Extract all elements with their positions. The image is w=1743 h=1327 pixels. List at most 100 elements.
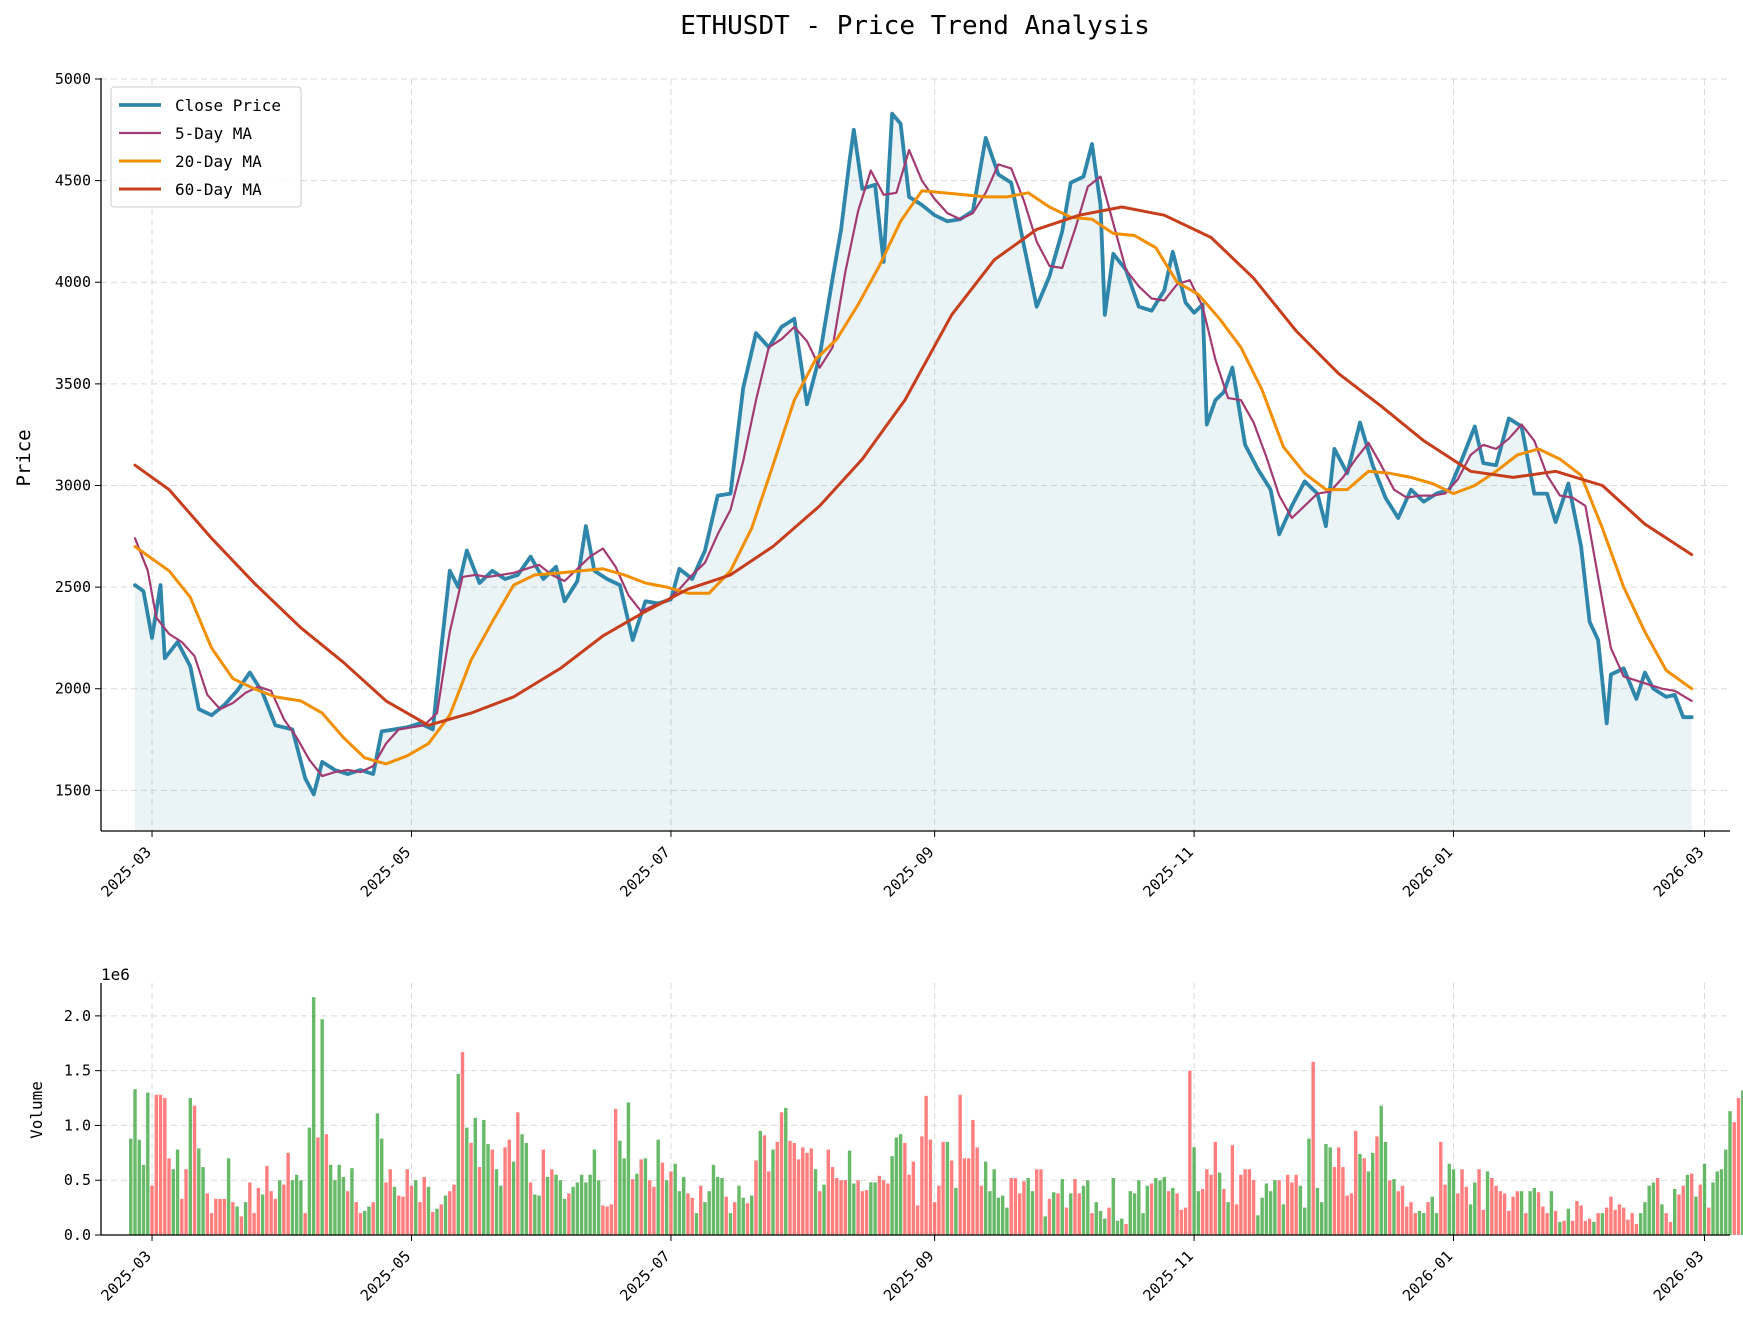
- volume-bar: [1668, 1221, 1673, 1235]
- volume-bar: [1166, 1191, 1171, 1235]
- volume-bar: [1086, 1180, 1090, 1235]
- volume-bar: [818, 1191, 822, 1235]
- volume-bar: [775, 1141, 779, 1235]
- legend-label-20-day-ma: 20-Day MA: [175, 152, 262, 171]
- volume-bar: [928, 1139, 933, 1235]
- volume-bar: [290, 1180, 295, 1235]
- volume-bar: [941, 1141, 945, 1235]
- volume-bar: [601, 1205, 605, 1235]
- volume-bar: [626, 1102, 631, 1235]
- volume-bar: [847, 1150, 852, 1235]
- volume-bar: [1013, 1178, 1018, 1235]
- volume-bar: [197, 1148, 201, 1235]
- volume-bar: [826, 1149, 831, 1235]
- volume-bar: [852, 1183, 856, 1235]
- volume-bar: [1154, 1178, 1158, 1235]
- volume-bar: [209, 1213, 214, 1235]
- volume-bar: [1592, 1221, 1596, 1235]
- volume-bar: [1677, 1194, 1681, 1235]
- volume-bar: [231, 1202, 235, 1235]
- volume-bar: [1545, 1213, 1549, 1235]
- volume-bar: [345, 1191, 350, 1235]
- volume-bar: [1056, 1193, 1060, 1235]
- volume-bar: [1090, 1213, 1094, 1235]
- volume-bar: [588, 1174, 592, 1235]
- price-ytick-label: 1500: [55, 781, 91, 799]
- volume-bar: [1405, 1206, 1409, 1235]
- volume-bar: [405, 1169, 409, 1235]
- volume-bar: [1443, 1184, 1447, 1235]
- volume-bar: [1477, 1169, 1481, 1235]
- volume-bar: [1183, 1207, 1188, 1235]
- volume-bar: [1409, 1202, 1413, 1235]
- volume-bar: [643, 1158, 648, 1235]
- volume-bar: [647, 1180, 652, 1235]
- volume-bar: [188, 1098, 193, 1235]
- close-price-fill-layer: [135, 113, 1692, 832]
- volume-bar: [154, 1094, 158, 1235]
- price-xtick-label: 2025-09: [880, 843, 937, 900]
- volume-bar: [639, 1159, 643, 1235]
- volume-bar: [1290, 1182, 1294, 1235]
- volume-bar: [571, 1186, 575, 1235]
- volume-bar: [1094, 1202, 1098, 1235]
- volume-bar: [949, 1160, 954, 1235]
- volume-bar: [1702, 1163, 1707, 1235]
- volume-bar: [1060, 1179, 1064, 1235]
- volume-bar: [932, 1202, 937, 1235]
- volume-bar: [1519, 1191, 1524, 1235]
- volume-bar: [1098, 1210, 1103, 1235]
- volume-bar: [524, 1142, 529, 1235]
- volume-bar: [1707, 1207, 1711, 1235]
- volume-bar: [1617, 1204, 1622, 1235]
- volume-bar: [1230, 1145, 1235, 1235]
- volume-bar: [307, 1127, 312, 1235]
- volume-bar: [1553, 1210, 1558, 1235]
- volume-bar: [180, 1198, 184, 1235]
- volume-bar: [1400, 1185, 1405, 1235]
- volume-bar: [1541, 1206, 1545, 1235]
- volume-bar: [1528, 1191, 1532, 1235]
- volume-bar: [1324, 1144, 1328, 1235]
- volume-bar: [1192, 1147, 1196, 1235]
- volume-bar: [473, 1117, 477, 1235]
- legend-label-60-day-ma: 60-Day MA: [175, 180, 262, 199]
- volume-bar: [1651, 1182, 1656, 1235]
- volume-bar: [1434, 1213, 1439, 1235]
- volume-bar: [741, 1197, 745, 1235]
- volume-bar: [996, 1197, 1001, 1235]
- volume-bar: [1587, 1218, 1592, 1235]
- volume-bar: [1234, 1204, 1239, 1235]
- volume-bar: [1413, 1213, 1417, 1235]
- volume-bar: [716, 1176, 720, 1235]
- volume-bar: [222, 1198, 227, 1235]
- volume-bar: [1664, 1213, 1668, 1235]
- volume-bar: [1447, 1163, 1451, 1235]
- volume-bar: [860, 1191, 865, 1235]
- volume-bar: [465, 1127, 469, 1235]
- volume-bar: [1366, 1171, 1371, 1235]
- volume-bar: [673, 1163, 677, 1235]
- price-xtick-label: 2025-11: [1139, 843, 1196, 900]
- volume-bar: [294, 1174, 299, 1235]
- volume-bar: [1226, 1202, 1230, 1235]
- volume-bar: [724, 1196, 728, 1235]
- volume-bar: [792, 1142, 796, 1235]
- volume-bar: [358, 1213, 363, 1235]
- volume-bar: [303, 1213, 307, 1235]
- volume-bar: [877, 1175, 882, 1235]
- volume-bar: [622, 1158, 626, 1235]
- volume-ylabel: Volume: [27, 1081, 46, 1139]
- volume-bar: [371, 1202, 375, 1235]
- volume-bar: [1681, 1185, 1685, 1235]
- volume-bar: [954, 1187, 958, 1235]
- volume-bar: [1137, 1180, 1141, 1235]
- price-ytick-label: 2500: [55, 578, 91, 596]
- volume-bar: [1634, 1224, 1639, 1235]
- volume-ytick-label: 0.5: [64, 1171, 91, 1189]
- volume-bar: [592, 1149, 597, 1235]
- volume-bar: [273, 1198, 278, 1235]
- volume-bar: [1736, 1098, 1741, 1235]
- volume-bar: [1417, 1210, 1422, 1235]
